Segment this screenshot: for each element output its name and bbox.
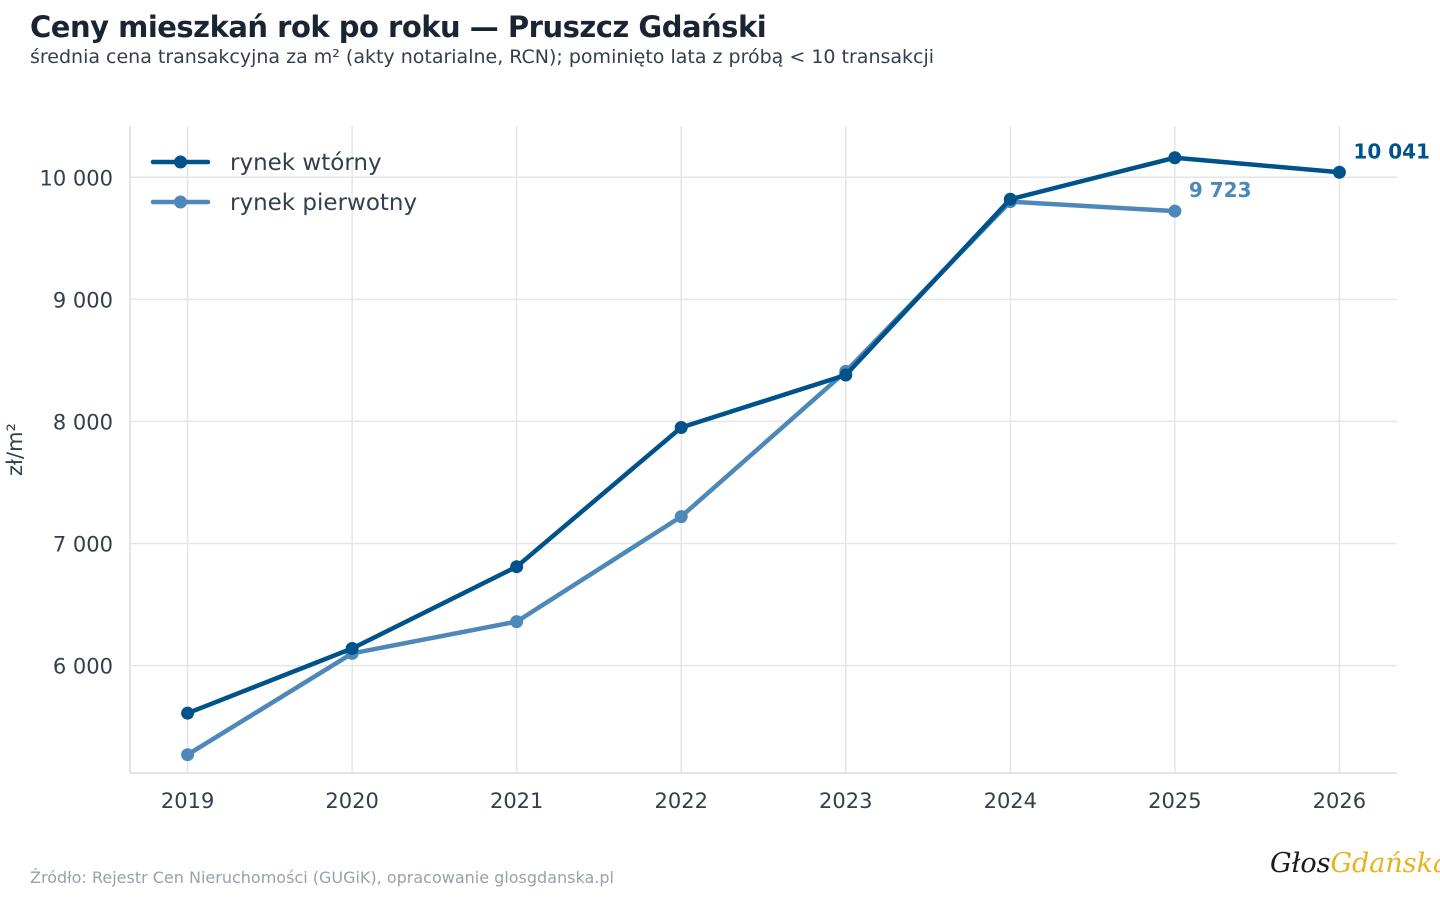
y-tick-label: 9 000	[53, 288, 113, 312]
logo-part-1: Głos	[1270, 848, 1331, 879]
end-value-label: 10 041	[1353, 139, 1430, 163]
data-point	[839, 368, 853, 382]
data-point	[1168, 151, 1182, 165]
source-note: Źródło: Rejestr Cen Nieruchomości (GUGiK…	[30, 868, 614, 887]
x-tick-label: 2022	[655, 789, 708, 813]
grid	[130, 126, 1397, 773]
series-layer: 9 723 10 041	[181, 139, 1430, 762]
data-point	[1332, 165, 1346, 179]
data-point	[1003, 192, 1017, 206]
x-tick-label: 2021	[490, 789, 543, 813]
data-point	[674, 510, 688, 524]
legend-label: rynek wtórny	[230, 150, 382, 176]
end-value-label: 9 723	[1189, 178, 1252, 202]
x-tick-label: 2020	[325, 789, 378, 813]
y-tick-label: 7 000	[53, 532, 113, 556]
x-tick-label: 2023	[819, 789, 872, 813]
data-point	[510, 615, 524, 629]
data-point	[181, 706, 195, 720]
x-tick-label: 2019	[161, 789, 214, 813]
data-point	[674, 421, 688, 435]
series-line-rynek-wtorny	[185, 155, 1342, 716]
logo-part-2: Gdańska	[1330, 848, 1440, 879]
y-tick-label: 6 000	[53, 655, 113, 679]
legend: rynek wtórny rynek pierwotny	[150, 150, 417, 216]
legend-marker	[174, 155, 187, 169]
chart-title: Ceny mieszkań rok po roku — Pruszcz Gdań…	[30, 10, 767, 44]
x-tick-label: 2024	[984, 789, 1037, 813]
data-point	[1168, 204, 1182, 218]
y-tick-label: 8 000	[53, 410, 113, 434]
publisher-logo: GłosGdańska	[1270, 848, 1440, 879]
x-tick-label: 2026	[1313, 789, 1366, 813]
data-point	[181, 748, 195, 762]
axes: 6 000 7 000 8 000 9 000 10 000 2019 2020 2021 20…	[3, 126, 1397, 813]
chart-subtitle: średnia cena transakcyjna za m² (akty no…	[30, 46, 935, 68]
legend-label: rynek pierwotny	[230, 190, 417, 216]
data-point	[510, 560, 524, 574]
data-point	[345, 641, 359, 655]
legend-marker	[174, 195, 187, 209]
x-tick-label: 2025	[1148, 789, 1201, 813]
y-axis-label: zł/m²	[3, 423, 27, 476]
y-tick-label: 10 000	[40, 166, 113, 190]
